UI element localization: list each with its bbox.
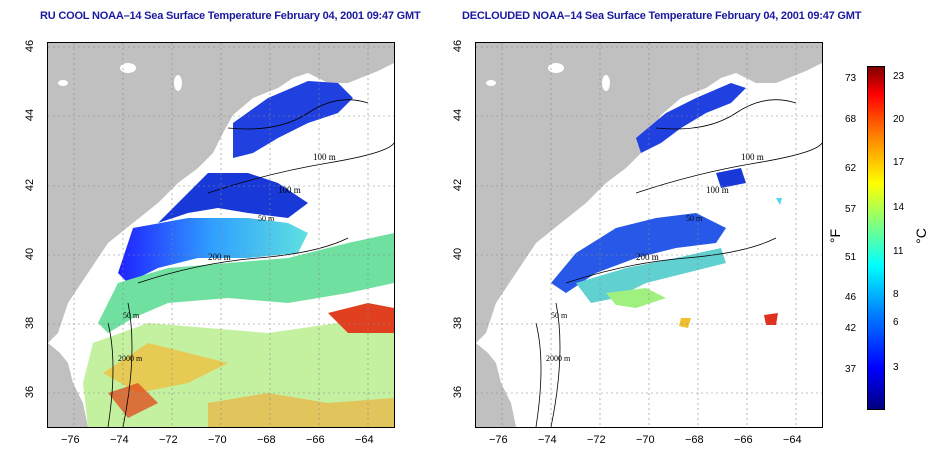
sst-cold-water [716,168,746,188]
celsius-tick-label: 6 [893,317,899,328]
bathymetry-contour [107,322,114,427]
contour-label: 100 m [741,152,764,162]
celsius-tick-label: 14 [893,202,905,213]
x-tick-label: −64 [783,434,802,446]
y-tick-label: 44 [452,108,464,122]
contour-label: 50 m [123,311,140,320]
sst-warm-water [108,383,158,418]
lake [58,80,68,86]
x-tick-label: −72 [587,434,606,446]
sst-warm-water [606,288,666,308]
bathymetry-contour [535,322,542,427]
fahrenheit-unit-label: °F [827,228,844,244]
x-tick-label: −70 [208,434,227,446]
fahrenheit-tick-label: 62 [845,163,857,174]
y-tick-label: 42 [24,178,36,192]
y-tick-label: 40 [24,247,36,261]
lake [174,75,182,91]
fahrenheit-tick-label: 42 [845,323,857,334]
fahrenheit-tick-label: 73 [845,73,857,84]
contour-label: 2000 m [546,354,571,363]
celsius-tick-label: 23 [893,71,905,82]
y-tick-label: 36 [452,385,464,399]
y-tick-label: 40 [452,247,464,261]
x-tick-label: −68 [257,434,276,446]
lake [602,75,610,91]
sst-cold-water [233,81,353,158]
bathymetry-contour [227,99,369,130]
temperature-colorbar [867,66,885,410]
bathymetry-contour [635,142,822,194]
sst-cold-water [551,213,726,293]
y-tick-label: 42 [452,178,464,192]
celsius-tick-label: 3 [893,362,899,373]
celsius-tick-label: 11 [893,246,904,257]
y-tick-label: 36 [24,385,36,399]
left-sst-map: 100 m 100 m 50 m 200 m 50 m 2000 m [47,42,395,428]
contour-label: 100 m [278,185,301,195]
sst-warm-water [679,318,691,328]
x-tick-label: −64 [355,434,374,446]
contour-label: 50 m [551,311,568,320]
contour-label: 50 m [686,214,703,223]
sst-warm-water [764,313,778,325]
y-tick-label: 46 [24,39,36,53]
contour-label: 200 m [636,252,659,262]
fahrenheit-tick-label: 37 [845,364,857,375]
bathymetry-contour [550,302,561,427]
celsius-tick-label: 20 [893,114,905,125]
bathymetry-contour [565,237,777,284]
sst-cold-water [158,173,308,223]
sst-cold-water [576,248,726,303]
sst-warm-water [83,313,394,427]
x-tick-label: −74 [538,434,557,446]
lake [120,63,136,73]
x-tick-label: −74 [110,434,129,446]
sst-cold-water [776,198,782,205]
bathymetry-contour [655,99,797,130]
y-tick-label: 38 [24,316,36,330]
sst-cold-water [98,233,394,333]
contour-label: 100 m [313,152,336,162]
land-mass [476,43,822,343]
x-tick-label: −66 [734,434,753,446]
land-mass [476,343,516,427]
contour-label: 50 m [258,214,275,223]
land-mass [48,43,394,343]
right-sst-map: 100 m 100 m 50 m 200 m 50 m 2000 m [475,42,823,428]
fahrenheit-tick-label: 57 [845,204,857,215]
sst-warm-water [328,303,394,333]
x-tick-label: −68 [685,434,704,446]
celsius-tick-label: 17 [893,157,905,168]
y-tick-label: 38 [452,316,464,330]
sst-cold-water [636,83,746,153]
fahrenheit-tick-label: 68 [845,114,857,125]
bathymetry-contour [207,142,394,194]
x-tick-label: −76 [489,434,508,446]
celsius-tick-label: 8 [893,289,899,300]
celsius-unit-label: °C [912,228,929,244]
sst-warm-water [103,343,228,393]
land-mass [48,343,88,427]
right-map-title: DECLOUDED NOAA–14 Sea Surface Temperatur… [462,10,862,22]
contour-label: 200 m [208,252,231,262]
lake [548,63,564,73]
y-tick-label: 46 [452,39,464,53]
y-tick-label: 44 [24,108,36,122]
sst-cold-water [118,218,308,283]
contour-label: 2000 m [118,354,143,363]
bathymetry-contour [122,302,133,427]
fahrenheit-tick-label: 51 [845,252,857,263]
contour-label: 100 m [706,185,729,195]
fahrenheit-tick-label: 46 [845,292,857,303]
bathymetry-contour [137,237,349,284]
x-tick-label: −66 [306,434,325,446]
left-map-title: RU COOL NOAA–14 Sea Surface Temperature … [40,10,421,22]
x-tick-label: −70 [636,434,655,446]
x-tick-label: −76 [61,434,80,446]
x-tick-label: −72 [159,434,178,446]
sst-warm-water [208,393,394,427]
lake [486,80,496,86]
